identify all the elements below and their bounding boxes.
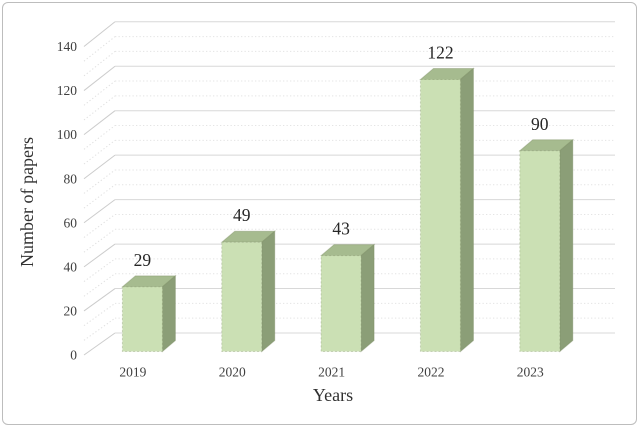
side-wall-diagonal-minor <box>83 125 116 150</box>
bar-2020[interactable] <box>220 230 277 353</box>
side-wall-diagonal-major <box>83 199 116 224</box>
bar-value-label: 122 <box>427 42 453 62</box>
side-wall-diagonal-minor <box>83 139 116 165</box>
bar-2023[interactable] <box>518 138 575 353</box>
bar-front-face <box>419 78 461 352</box>
bar-2022[interactable] <box>419 67 475 353</box>
x-axis-title: Years <box>313 385 353 405</box>
y-tick-label: 20 <box>64 304 78 319</box>
bar-side-face <box>161 274 176 353</box>
y-axis-title: Number of papers <box>17 137 37 267</box>
y-tick-label: 40 <box>64 259 78 274</box>
x-tick-label: 2022 <box>417 365 444 380</box>
bar-value-label: 29 <box>134 250 152 270</box>
bar-value-label: 90 <box>531 114 549 134</box>
side-wall-diagonal-minor <box>83 214 116 238</box>
bar-2019[interactable] <box>121 274 177 353</box>
y-tick-label: 120 <box>57 83 78 98</box>
side-wall-diagonal-major <box>83 243 116 268</box>
y-tick-label: 0 <box>70 348 77 363</box>
y-tick-label: 80 <box>64 171 78 186</box>
side-wall-diagonal-minor <box>83 317 116 341</box>
x-tick-label: 2019 <box>119 365 146 380</box>
side-wall-diagonal-minor <box>83 36 116 62</box>
side-wall-diagonal-major <box>83 154 116 180</box>
bar-front-face <box>320 255 362 352</box>
y-tick-label: 60 <box>64 215 78 230</box>
side-wall-diagonal-major <box>83 288 116 312</box>
bars-layer <box>121 67 575 353</box>
side-wall-diagonal-minor <box>83 184 116 209</box>
bar-side-face <box>459 67 474 353</box>
y-tick-label: 100 <box>57 127 78 142</box>
bar-front-face <box>221 241 263 352</box>
bar-front-face <box>121 286 163 352</box>
bar-side-face <box>261 230 276 353</box>
y-tick-label: 140 <box>57 39 78 54</box>
side-wall-diagonal-minor <box>83 302 116 327</box>
side-wall-diagonal-minor <box>83 80 116 106</box>
x-tick-label: 2021 <box>318 365 345 380</box>
bar-value-label: 49 <box>233 205 251 225</box>
side-wall-diagonal-major <box>83 21 116 47</box>
side-wall-diagonal-minor <box>83 51 116 77</box>
side-wall-diagonal-major <box>83 332 116 356</box>
side-wall-diagonal-minor <box>83 273 116 297</box>
side-wall-diagonal-minor <box>83 228 116 253</box>
side-wall-diagonal-minor <box>83 95 116 121</box>
bar-front-face <box>519 150 561 352</box>
x-tick-label: 2023 <box>517 365 544 380</box>
bar-side-face <box>360 243 375 353</box>
side-wall-diagonal-minor <box>83 258 116 282</box>
bar-side-face <box>559 138 574 353</box>
bar-value-label: 43 <box>332 219 350 239</box>
side-wall-diagonal-major <box>83 110 116 136</box>
side-wall-diagonal-minor <box>83 169 116 194</box>
labels-layer: 0 20 40 60 80 100 120 140 29 2019 49 2020 43 2021 122 2… <box>57 39 549 379</box>
side-wall-diagonal-major <box>83 65 116 91</box>
bar-2021[interactable] <box>319 243 376 353</box>
x-tick-label: 2020 <box>219 365 246 380</box>
